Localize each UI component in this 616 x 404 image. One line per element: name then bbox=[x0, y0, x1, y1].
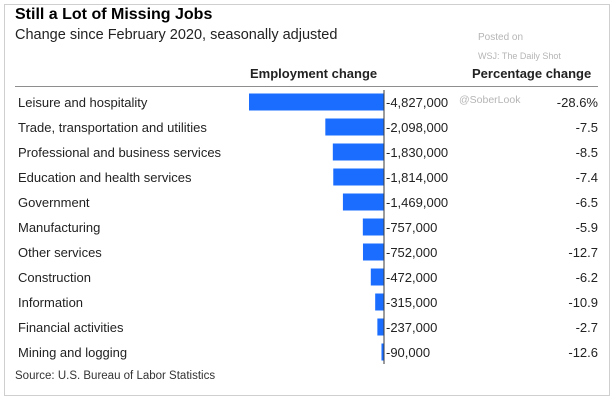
bar bbox=[342, 193, 384, 211]
percent-label: -7.4 bbox=[576, 170, 598, 185]
category-label: Trade, transportation and utilities bbox=[18, 120, 207, 135]
category-label: Manufacturing bbox=[18, 220, 100, 235]
value-label: -4,827,000 bbox=[386, 95, 448, 110]
source-note: Source: U.S. Bureau of Labor Statistics bbox=[15, 370, 216, 382]
category-label: Mining and logging bbox=[18, 345, 127, 360]
value-label: -472,000 bbox=[386, 270, 437, 285]
percent-label: -7.5 bbox=[576, 120, 598, 135]
category-label: Professional and business services bbox=[18, 145, 222, 160]
category-label: Other services bbox=[18, 245, 102, 260]
header-rule bbox=[15, 86, 598, 87]
value-label: -90,000 bbox=[386, 345, 430, 360]
category-label: Education and health services bbox=[18, 170, 192, 185]
value-label: -2,098,000 bbox=[386, 120, 448, 135]
bar bbox=[333, 168, 384, 186]
category-label: Information bbox=[18, 295, 83, 310]
watermark-outlet: WSJ: The Daily Shot bbox=[478, 51, 561, 61]
header-percentage-change: Percentage change bbox=[472, 66, 592, 81]
chart-frame bbox=[4, 4, 610, 396]
percent-label: -12.6 bbox=[568, 345, 598, 360]
value-label: -315,000 bbox=[386, 295, 437, 310]
percent-label: -12.7 bbox=[568, 245, 598, 260]
category-label: Leisure and hospitality bbox=[18, 95, 148, 110]
percent-label: -8.5 bbox=[576, 145, 598, 160]
chart-subtitle: Change since February 2020, seasonally a… bbox=[15, 27, 338, 43]
percent-label: -6.2 bbox=[576, 270, 598, 285]
value-label: -237,000 bbox=[386, 320, 437, 335]
bar bbox=[370, 268, 384, 286]
watermark-posted-on: Posted on bbox=[478, 32, 524, 43]
watermark-handle: @SoberLook bbox=[459, 94, 521, 106]
bar bbox=[362, 218, 384, 236]
bar bbox=[249, 93, 384, 111]
value-label: -1,830,000 bbox=[386, 145, 448, 160]
bar bbox=[377, 318, 384, 336]
bar bbox=[381, 343, 384, 361]
category-label: Construction bbox=[18, 270, 91, 285]
bar bbox=[332, 143, 384, 161]
category-label: Financial activities bbox=[18, 320, 124, 335]
percent-label: -10.9 bbox=[568, 295, 598, 310]
percent-label: -5.9 bbox=[576, 220, 598, 235]
percent-label: -28.6% bbox=[557, 95, 599, 110]
value-label: -752,000 bbox=[386, 245, 437, 260]
header-employment-change: Employment change bbox=[250, 66, 378, 81]
category-label: Government bbox=[18, 195, 90, 210]
value-label: -1,814,000 bbox=[386, 170, 448, 185]
bar bbox=[325, 118, 384, 136]
bar bbox=[375, 293, 384, 311]
value-label: -1,469,000 bbox=[386, 195, 448, 210]
percent-label: -6.5 bbox=[576, 195, 598, 210]
percent-label: -2.7 bbox=[576, 320, 598, 335]
chart-title: Still a Lot of Missing Jobs bbox=[15, 6, 213, 23]
bar bbox=[362, 243, 384, 261]
value-label: -757,000 bbox=[386, 220, 437, 235]
